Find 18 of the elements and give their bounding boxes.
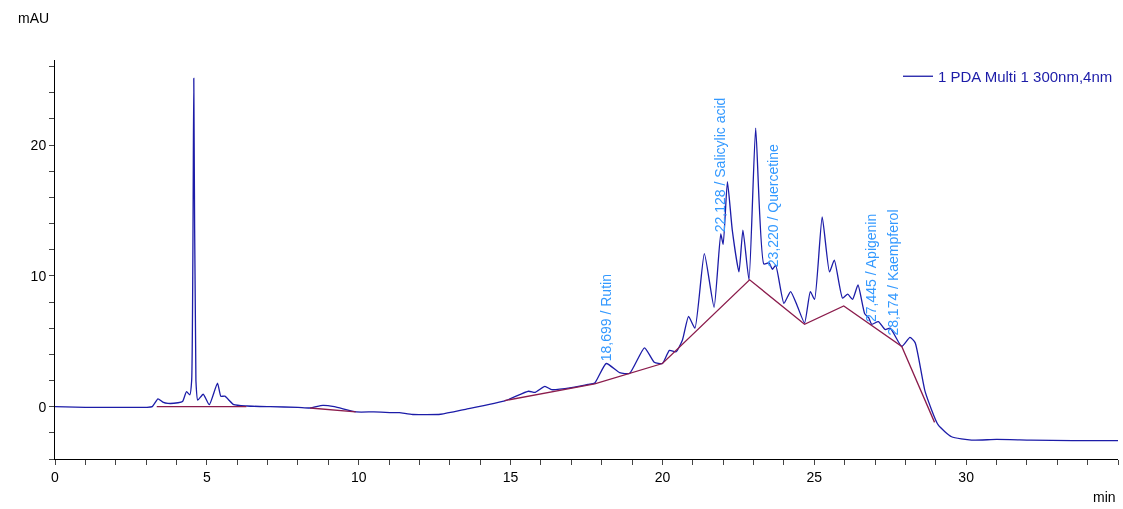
y-tick-label: 20 — [30, 136, 47, 153]
legend-label: 1 PDA Multi 1 300nm,4nm — [938, 68, 1113, 86]
x-tick-label: 0 — [51, 468, 60, 485]
x-axis-title: min — [1093, 489, 1116, 505]
x-tick-label: 5 — [202, 468, 211, 485]
x-tick-label: 15 — [502, 468, 519, 485]
x-tick-label: 25 — [806, 468, 823, 485]
annotation: 23,220 / Quercetine — [764, 143, 781, 268]
x-tick-label: 10 — [350, 468, 367, 485]
annotation: 28,174 / Kaempferol — [884, 209, 901, 336]
annotation: 27,445 / Apigenin — [863, 213, 880, 322]
y-tick-label: 10 — [30, 267, 47, 284]
annotation: 18,699 / Rutin — [598, 274, 615, 362]
x-tick-label: 20 — [654, 468, 671, 485]
x-tick-label: 30 — [958, 468, 975, 485]
annotation: 22,128 / Salicylic acid — [712, 97, 729, 233]
y-tick-label: 0 — [38, 398, 47, 415]
y-axis-title: mAU — [18, 10, 50, 26]
